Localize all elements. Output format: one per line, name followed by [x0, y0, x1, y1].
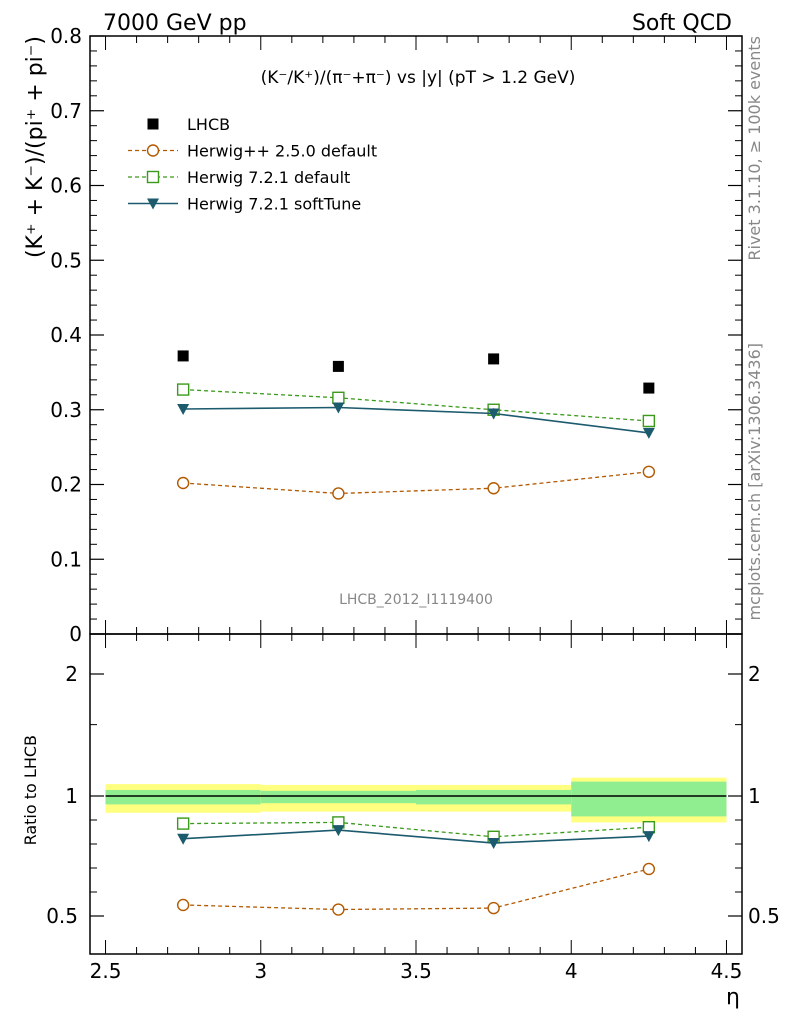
legend-marker-0	[147, 118, 159, 130]
legend-label-0: LHCB	[187, 115, 230, 134]
x-axis-label: η	[726, 985, 740, 1010]
ratio-ytick-label: 0.5	[46, 904, 78, 928]
main-point-0	[488, 353, 500, 365]
ratio-ytick-label: 2	[65, 662, 78, 686]
ratio-ylabel: Ratio to LHCB	[21, 735, 40, 845]
ratio-ytick-label-right: 2	[748, 662, 761, 686]
ratio-point-2	[177, 833, 190, 845]
main-point-3	[487, 408, 500, 420]
ratio-uncertainty-bands	[105, 777, 727, 823]
ratio-ytick-label: 1	[65, 784, 78, 808]
main-point-2	[176, 383, 190, 396]
ratio-point-2	[487, 838, 500, 850]
main-ytick-label: 0.5	[50, 248, 82, 272]
main-ytick-label: 0.4	[50, 323, 82, 347]
main-point-1	[176, 476, 190, 490]
main-point-3	[177, 404, 190, 416]
side-text-bottom: mcplots.cern.ch [arXiv:1306.3436]	[745, 343, 764, 620]
main-ytick-label: 0.3	[50, 398, 82, 422]
main-point-1	[332, 487, 345, 500]
ratio-point-0	[332, 903, 345, 916]
ratio-point-0	[642, 862, 656, 876]
ratio-point-2	[642, 831, 655, 843]
xtick-label: 4	[565, 959, 578, 983]
legend: LHCB Herwig++ 2.5.0 default Herwig 7.2.1 d…	[128, 115, 377, 214]
main-point-0	[332, 360, 344, 372]
ratio-axis-ticks: 0.5 0.5 1 1 2 2 2.5 3 3.5 4 4.5	[46, 634, 780, 983]
main-ytick-label: 0.8	[50, 24, 82, 48]
main-point-1	[487, 482, 500, 495]
main-series-group	[176, 350, 656, 500]
legend-marker-3	[147, 198, 159, 210]
side-text-top: Rivet 3.1.10, ≥ 100k events	[745, 36, 764, 261]
main-point-1	[642, 465, 656, 478]
legend-label-3: Herwig 7.2.1 softTune	[187, 195, 361, 214]
main-point-3	[332, 402, 345, 414]
main-ytick-label: 0.6	[50, 174, 82, 198]
ratio-band-stat	[571, 781, 727, 817]
main-point-0	[643, 382, 655, 394]
legend-marker-2	[146, 170, 160, 184]
main-ytick-label: 0.7	[50, 99, 82, 123]
ratio-point-0	[176, 898, 190, 912]
main-series-line-3	[183, 406, 649, 434]
main-ytick-label: 0.1	[50, 547, 82, 571]
main-ytick-label: 0.2	[50, 473, 82, 497]
main-point-2	[642, 414, 656, 428]
analysis-watermark: LHCB_2012_I1119400	[339, 592, 493, 608]
main-point-3	[642, 427, 655, 439]
ratio-band-stat	[416, 789, 572, 805]
main-axis-ticks: 0 0.1 0.2 0.3 0.4 0.5 0.6 0.7 0.8	[50, 24, 742, 646]
ratio-series-line-2	[183, 829, 649, 844]
ratio-series-group	[176, 816, 656, 916]
xtick-label: 3	[254, 959, 267, 983]
ratio-point-1	[642, 821, 656, 834]
ratio-series-line-0	[183, 868, 650, 911]
ratio-point-1	[176, 817, 190, 830]
header-right: Soft QCD	[632, 11, 732, 36]
legend-label-1: Herwig++ 2.5.0 default	[187, 142, 377, 161]
ratio-point-2	[332, 825, 345, 837]
xtick-label: 3.5	[400, 959, 432, 983]
legend-label-2: Herwig 7.2.1 default	[187, 168, 350, 187]
ratio-ytick-label-right: 0.5	[748, 904, 780, 928]
xtick-label: 4.5	[711, 959, 743, 983]
main-ytick-label: 0	[69, 622, 82, 646]
xtick-label: 2.5	[90, 959, 122, 983]
main-title: (K⁻/K⁺)/(π⁻+π⁻) vs |y| (pT > 1.2 GeV)	[261, 68, 576, 88]
ratio-series-line-1	[183, 821, 649, 838]
legend-marker-1	[146, 144, 160, 157]
ratio-band-stat	[260, 790, 416, 804]
ratio-band-stat	[105, 789, 261, 805]
main-series-line-2	[183, 388, 649, 422]
ratio-ytick-label-right: 1	[748, 784, 761, 808]
main-point-0	[177, 350, 189, 362]
main-series-line-1	[183, 471, 649, 495]
main-point-2	[332, 391, 345, 404]
header-left: 7000 GeV pp	[103, 11, 247, 36]
ratio-point-0	[487, 901, 500, 915]
main-ylabel: (K⁺ + K⁻)/(pi⁺ + pi⁻)	[23, 36, 48, 258]
